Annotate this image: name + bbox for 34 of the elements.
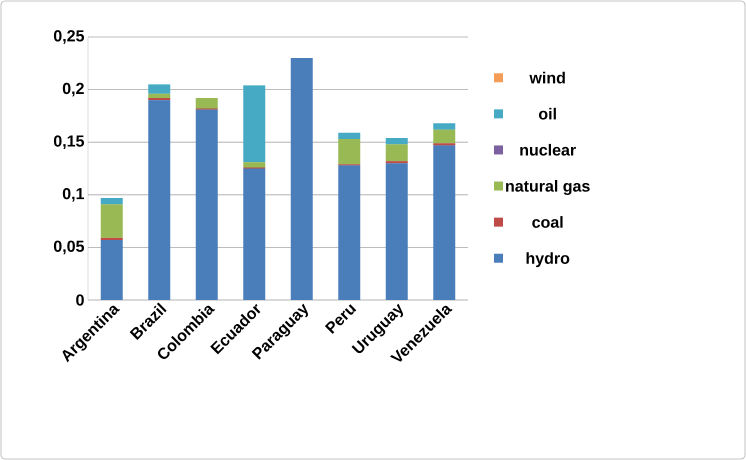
- bar: [243, 162, 266, 168]
- legend-label: natural gas: [506, 180, 590, 195]
- bar: [148, 84, 170, 94]
- y-tick-label: 0,2: [62, 82, 84, 96]
- bar: [386, 138, 408, 144]
- bar: [243, 168, 266, 300]
- bar: [148, 100, 170, 300]
- bar: [196, 110, 218, 300]
- bar: [433, 123, 456, 130]
- legend-label: hydro: [526, 252, 570, 268]
- y-tick-label: 0,1: [62, 188, 84, 202]
- bar: [386, 163, 408, 300]
- bar: [100, 204, 123, 238]
- bar: [100, 198, 123, 204]
- y-tick-label: 0,05: [54, 240, 84, 254]
- legend-label: nuclear: [520, 144, 576, 156]
- bar: [386, 144, 408, 162]
- y-tick-label: 0,15: [54, 135, 84, 150]
- legend-label: coal: [532, 216, 563, 228]
- bar: [338, 165, 360, 300]
- bar: [196, 98, 218, 109]
- legend-label: oil: [538, 108, 556, 120]
- bar: [100, 240, 123, 300]
- bar: [100, 238, 123, 240]
- bar: [290, 58, 313, 300]
- bar: [433, 130, 456, 144]
- bar: [148, 94, 170, 98]
- y-tick-label: 0: [76, 294, 84, 306]
- bar: [433, 145, 456, 300]
- legend-label: wind: [529, 72, 565, 84]
- bar: [338, 139, 360, 164]
- bar: [243, 85, 266, 162]
- bar: [338, 132, 360, 140]
- y-tick-label: 0,25: [54, 30, 84, 44]
